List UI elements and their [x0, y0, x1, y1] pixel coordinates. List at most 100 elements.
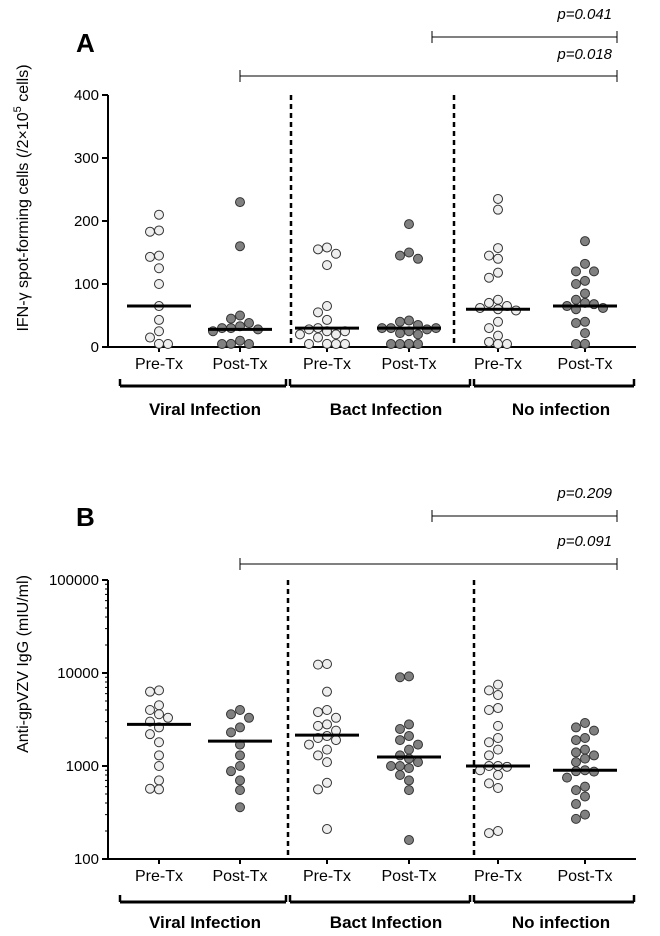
- x-category-label: Post-Tx: [381, 868, 436, 885]
- data-point: [580, 338, 590, 349]
- group-label: Bact Infection: [330, 913, 442, 932]
- data-point: [571, 294, 581, 305]
- y-tick-label: 400: [74, 87, 99, 104]
- data-point: [313, 332, 323, 343]
- data-point: [145, 332, 155, 343]
- data-point: [331, 712, 341, 723]
- group-label: No infection: [512, 400, 610, 419]
- data-point: [404, 763, 414, 774]
- data-point: [322, 314, 332, 325]
- data-point: [580, 328, 590, 339]
- data-point: [386, 339, 396, 349]
- data-point: [413, 739, 423, 750]
- data-point: [395, 750, 405, 761]
- x-category-label: Pre-Tx: [135, 868, 183, 885]
- data-point: [313, 307, 323, 318]
- data-point: [313, 720, 323, 731]
- data-point: [145, 686, 155, 697]
- data-point: [395, 761, 405, 771]
- panel-a-y-axis-label: IFN-γ spot-forming cells (/2×105 cells): [12, 64, 32, 331]
- data-point: [571, 757, 581, 768]
- data-point: [571, 735, 581, 746]
- data-point: [580, 258, 590, 269]
- data-point: [493, 204, 503, 215]
- p-value-label: p=0.018: [556, 46, 612, 63]
- data-point: [493, 294, 503, 305]
- data-point: [322, 824, 332, 835]
- data-point: [226, 338, 236, 349]
- data-point: [493, 679, 503, 690]
- data-point: [322, 260, 332, 271]
- data-point: [493, 193, 503, 204]
- y-tick-label: 100000: [49, 572, 99, 589]
- data-point: [226, 313, 236, 324]
- data-point: [235, 705, 245, 716]
- data-point: [571, 813, 581, 824]
- data-point: [395, 339, 405, 349]
- data-point: [244, 712, 254, 723]
- data-point: [322, 719, 332, 730]
- data-point: [493, 267, 503, 278]
- data-point: [235, 785, 245, 796]
- x-category-label: Post-Tx: [381, 356, 436, 373]
- data-point: [484, 336, 494, 347]
- data-point: [217, 339, 227, 349]
- x-category-label: Pre-Tx: [303, 356, 351, 373]
- data-point: [322, 777, 332, 788]
- group-label: Viral Infection: [149, 913, 261, 932]
- data-point: [493, 733, 503, 744]
- data-point: [322, 705, 332, 716]
- data-point: [313, 659, 323, 670]
- data-point: [580, 809, 590, 820]
- data-point: [484, 828, 494, 839]
- data-point: [404, 315, 414, 326]
- data-point: [304, 739, 314, 750]
- panel-a-y-label-end: cells): [15, 64, 32, 106]
- data-point: [589, 750, 599, 761]
- data-point: [502, 339, 512, 349]
- data-point: [493, 720, 503, 731]
- p-value-label: p=0.041: [556, 6, 612, 23]
- data-point: [580, 781, 590, 792]
- panel-b-plot: 100 1000 10000 100000 Pre-Tx Post-Tx Pre-Tx Pos…: [49, 485, 636, 932]
- data-point: [589, 266, 599, 277]
- panel-a-label: A: [76, 28, 95, 58]
- data-point: [331, 248, 341, 259]
- data-point: [235, 761, 245, 771]
- data-point: [413, 253, 423, 264]
- data-point: [235, 802, 245, 813]
- group-label: No infection: [512, 913, 610, 932]
- x-category-label: Post-Tx: [557, 356, 612, 373]
- data-point: [331, 339, 341, 349]
- data-point: [562, 772, 572, 783]
- data-point: [145, 251, 155, 262]
- data-point: [295, 329, 305, 340]
- data-point: [340, 339, 350, 349]
- data-point: [226, 727, 236, 738]
- data-point: [404, 835, 414, 846]
- data-point: [493, 703, 503, 714]
- data-point: [493, 744, 503, 755]
- data-point: [571, 318, 581, 329]
- data-point: [404, 338, 414, 349]
- data-point: [145, 705, 155, 716]
- data-point: [154, 761, 164, 771]
- data-point: [395, 723, 405, 734]
- group-label: Bact Infection: [330, 400, 442, 419]
- data-point: [484, 250, 494, 261]
- data-point: [322, 301, 332, 312]
- y-tick-label: 0: [91, 339, 99, 356]
- data-point: [413, 757, 423, 768]
- x-category-label: Pre-Tx: [135, 356, 183, 373]
- data-point: [493, 690, 503, 701]
- data-point: [145, 226, 155, 237]
- data-point: [395, 672, 405, 683]
- data-point: [571, 279, 581, 289]
- data-point: [244, 339, 254, 349]
- data-point: [404, 247, 414, 258]
- data-point: [145, 729, 155, 740]
- data-point: [484, 297, 494, 308]
- data-point: [235, 722, 245, 733]
- data-point: [322, 744, 332, 755]
